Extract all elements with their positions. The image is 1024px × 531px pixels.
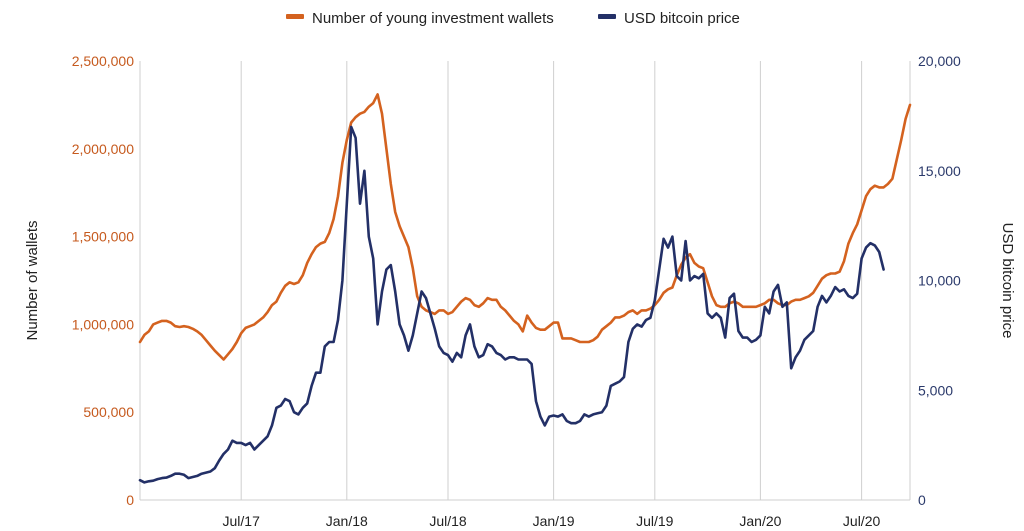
right-tick-label: 20,000	[918, 53, 961, 69]
x-tick-label: Jan/20	[739, 513, 781, 529]
left-tick-label: 0	[126, 492, 134, 508]
right-axis-title: USD bitcoin price	[999, 223, 1016, 339]
legend-label-bitcoin-price: USD bitcoin price	[624, 10, 740, 27]
left-tick-label: 2,000,000	[72, 141, 134, 157]
right-tick-label: 10,000	[918, 273, 961, 289]
left-tick-label: 1,000,000	[72, 316, 134, 332]
legend-swatch-bitcoin-price	[598, 14, 616, 19]
right-tick-label: 15,000	[918, 163, 961, 179]
x-tick-label: Jul/20	[843, 513, 881, 529]
x-tick-label: Jan/18	[326, 513, 368, 529]
left-tick-label: 1,500,000	[72, 229, 134, 245]
right-tick-label: 5,000	[918, 382, 953, 398]
series-line-young-wallets	[138, 93, 912, 361]
x-tick-label: Jul/18	[429, 513, 467, 529]
series-line-bitcoin-price	[138, 125, 885, 484]
x-tick-label: Jan/19	[533, 513, 575, 529]
legend-swatch-young-wallets	[286, 14, 304, 19]
right-tick-label: 0	[918, 492, 926, 508]
left-tick-label: 2,500,000	[72, 53, 134, 69]
x-tick-label: Jul/19	[636, 513, 674, 529]
left-tick-label: 500,000	[83, 404, 134, 420]
left-axis-title: Number of wallets	[24, 220, 41, 340]
x-tick-label: Jul/17	[223, 513, 261, 529]
legend-label-young-wallets: Number of young investment wallets	[312, 10, 554, 27]
